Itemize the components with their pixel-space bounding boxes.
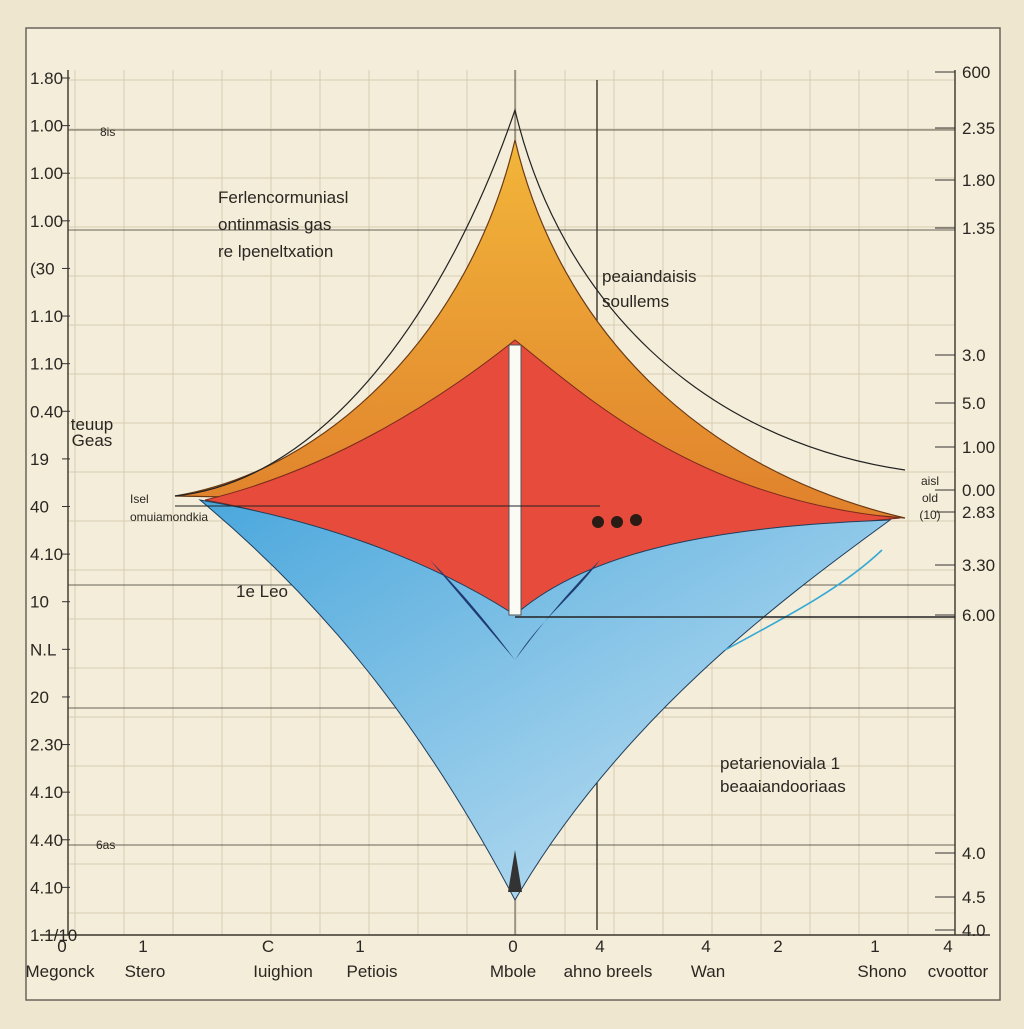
left-axis-label: 4.10	[30, 545, 63, 564]
labels: 1.801.001.001.00(301.101.100.4019404.101…	[26, 63, 996, 981]
axes	[40, 70, 990, 936]
right-axis-label: 4.5	[962, 888, 986, 907]
annotation: 8is	[100, 125, 115, 139]
right-axis-label: 3.30	[962, 556, 995, 575]
right-axis-label: 4.0	[962, 921, 986, 940]
annotation: teuup	[71, 415, 114, 434]
bottom-label: Wan	[691, 962, 725, 981]
annotation: 1e Leo	[236, 582, 288, 601]
left-axis-label: 4.10	[30, 783, 63, 802]
left-axis-label: 1.00	[30, 212, 63, 231]
left-axis-label: 1.1/10	[30, 926, 77, 945]
left-axis-label: (30	[30, 259, 55, 278]
bottom-label: Mbole	[490, 962, 536, 981]
annotation: peaiandaisis	[602, 267, 697, 286]
right-axis-label: 6.00	[962, 606, 995, 625]
bottom-tick-label: 1	[355, 937, 364, 956]
annotation: (10)	[919, 508, 940, 522]
bottom-tick-label: 4	[943, 937, 952, 956]
right-axis-label: 1.35	[962, 219, 995, 238]
right-axis-label: 3.0	[962, 346, 986, 365]
right-axis-label: 1.00	[962, 438, 995, 457]
right-axis-label: 4.0	[962, 844, 986, 863]
bottom-tick-label: 0	[508, 937, 517, 956]
left-axis-label: 4.40	[30, 831, 63, 850]
annotation: re lpeneltxation	[218, 242, 333, 261]
left-axis-label: 2.30	[30, 736, 63, 755]
left-axis-label: 40	[30, 498, 49, 517]
bottom-label: Megonck	[26, 962, 95, 981]
bottom-tick-label: 4	[701, 937, 710, 956]
right-axis-label: 600	[962, 63, 990, 82]
bottom-tick-label: C	[262, 937, 274, 956]
left-axis-label: 19	[30, 450, 49, 469]
annotation: aisl	[921, 474, 939, 488]
annotation: omuiamondkia	[130, 510, 208, 524]
bottom-tick-label: 0	[57, 937, 66, 956]
right-axis-label: 2.35	[962, 119, 995, 138]
left-axis-label: 0.40	[30, 402, 63, 421]
left-axis-label: 20	[30, 688, 49, 707]
right-axis-label: 2.83	[962, 503, 995, 522]
bottom-tick-label: 4	[595, 937, 604, 956]
left-axis-label: 1.00	[30, 164, 63, 183]
annotation: 6as	[96, 838, 115, 852]
left-axis-label: 4.10	[30, 878, 63, 897]
bottom-label: Petiois	[346, 962, 397, 981]
annotation: petarienoviala 1	[720, 754, 840, 773]
bottom-label: Iuighion	[253, 962, 313, 981]
bottom-label: cvoottor	[928, 962, 989, 981]
bottom-label: ahno breels	[564, 962, 653, 981]
bottom-tick-label: 1	[870, 937, 879, 956]
bottom-label: Stero	[125, 962, 166, 981]
left-axis-label: N.L	[30, 640, 56, 659]
right-axis-label: 5.0	[962, 394, 986, 413]
annotation: soullems	[602, 292, 669, 311]
left-axis-label: 1.10	[30, 307, 63, 326]
annotation: old	[922, 491, 938, 505]
bottom-tick-label: 2	[773, 937, 782, 956]
left-axis-label: 10	[30, 593, 49, 612]
annotation: ontinmasis gas	[218, 215, 331, 234]
annotation: Isel	[130, 492, 149, 506]
right-axis-label: 1.80	[962, 171, 995, 190]
left-axis-label: 1.80	[30, 69, 63, 88]
shapes	[174, 107, 955, 902]
bottom-tick-label: 1	[138, 937, 147, 956]
annotation: Geas	[72, 431, 113, 450]
annotation: beaaiandooriaas	[720, 777, 846, 796]
bottom-label: Shono	[857, 962, 906, 981]
left-axis-label: 1.10	[30, 355, 63, 374]
right-axis-label: 0.00	[962, 481, 995, 500]
annotation: Ferlencormuniasl	[218, 188, 348, 207]
left-axis-label: 1.00	[30, 117, 63, 136]
